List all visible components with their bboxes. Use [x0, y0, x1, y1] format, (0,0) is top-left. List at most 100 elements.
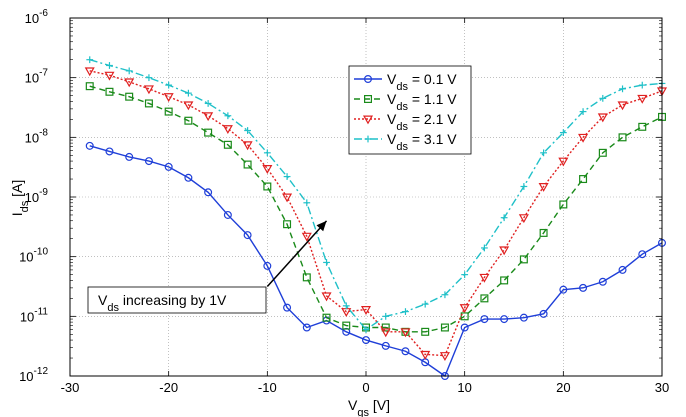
data-point — [559, 285, 568, 294]
data-point — [163, 93, 174, 103]
data-point — [144, 157, 153, 166]
y-axis-label-unit: [A] — [9, 180, 25, 201]
data-point — [618, 133, 627, 142]
x-tick-label: 0 — [362, 380, 369, 395]
data-point — [638, 250, 647, 259]
y-tick-label: 10-10 — [19, 247, 48, 265]
data-point — [520, 183, 528, 190]
series-1 — [85, 141, 666, 381]
legend-entry: Vds = 3.1 V — [354, 131, 457, 153]
y-tick-label: 10-11 — [20, 306, 49, 324]
data-point — [539, 228, 548, 237]
y-axis-label-main: I — [9, 212, 25, 216]
data-point — [263, 149, 271, 157]
data-point — [203, 112, 214, 122]
data-point — [480, 294, 489, 303]
axes — [69, 17, 663, 377]
data-point — [380, 328, 391, 338]
annotation-text-main: V — [98, 292, 108, 308]
data-point — [461, 271, 469, 279]
data-point — [165, 81, 173, 89]
data-point — [104, 71, 115, 81]
legend-marker — [364, 74, 373, 83]
data-point — [84, 67, 95, 77]
data-point — [559, 129, 567, 137]
data-point — [479, 273, 490, 283]
arrow-shaft — [266, 220, 328, 288]
x-tick-label: 20 — [556, 380, 570, 395]
data-point — [302, 323, 311, 332]
data-point — [143, 85, 154, 95]
data-point — [263, 261, 272, 270]
data-point — [598, 277, 607, 286]
data-point — [204, 100, 212, 107]
data-point — [481, 244, 488, 252]
series-layer — [84, 56, 668, 381]
series-3 — [84, 67, 668, 361]
data-point — [579, 108, 587, 115]
series-4 — [86, 56, 666, 333]
annotation-box-frame — [87, 286, 267, 314]
legend-label: Vds = 0.1 V — [387, 71, 457, 93]
data-point — [538, 182, 549, 192]
data-point — [85, 141, 94, 150]
data-point — [401, 347, 410, 356]
data-point — [579, 283, 588, 292]
data-point — [500, 315, 509, 324]
legend-entry: Vds = 0.1 V — [354, 71, 457, 93]
data-point — [441, 291, 449, 299]
data-point — [362, 326, 370, 333]
data-point — [243, 231, 252, 240]
data-point — [402, 308, 409, 316]
data-point — [301, 232, 312, 242]
data-point — [283, 220, 292, 229]
series-line — [89, 59, 663, 331]
annotation-text: Vds increasing by 1V — [98, 292, 227, 314]
y-tick-label: 10-7 — [25, 68, 49, 86]
data-point — [619, 85, 626, 93]
data-point — [282, 193, 293, 203]
arrow-layer — [266, 220, 328, 288]
legend-marker — [362, 115, 374, 125]
data-point — [223, 210, 232, 219]
annotation-text-sub: ds — [107, 302, 119, 314]
data-point — [85, 82, 94, 91]
arrow-head — [316, 220, 327, 232]
data-point — [125, 92, 134, 101]
data-point — [519, 313, 528, 322]
data-point — [303, 199, 311, 207]
data-point — [420, 350, 431, 360]
data-point — [638, 81, 646, 89]
data-point — [183, 101, 194, 111]
x-tick-label: 30 — [655, 380, 669, 395]
annotation-box: Vds increasing by 1V — [87, 286, 267, 314]
data-point — [124, 78, 135, 88]
series-2 — [85, 82, 666, 336]
data-point — [86, 56, 94, 64]
data-point — [322, 313, 331, 322]
data-point — [125, 152, 134, 161]
x-axis-label-sub: gs — [357, 407, 369, 417]
tick-labels: -30 -20 -10 0 10 20 30 10-12 10-11 10-10 10-9 10-8 1… — [19, 8, 669, 395]
data-point — [598, 148, 607, 157]
data-point — [540, 149, 547, 157]
legend-label: Vds = 3.1 V — [387, 131, 457, 153]
data-point — [263, 182, 272, 191]
data-point — [244, 127, 251, 134]
data-point — [321, 292, 332, 302]
data-point — [184, 173, 193, 182]
x-axis-label-main: V — [348, 397, 358, 413]
data-point — [204, 188, 213, 197]
data-point — [184, 116, 193, 125]
data-point — [579, 175, 588, 184]
data-point — [242, 141, 253, 151]
data-point — [222, 125, 233, 135]
data-point — [519, 255, 528, 264]
data-point — [637, 94, 648, 104]
data-point — [243, 160, 252, 169]
data-point — [400, 328, 411, 338]
annotation-text-rest: increasing by 1V — [119, 292, 227, 308]
data-point — [382, 312, 390, 320]
